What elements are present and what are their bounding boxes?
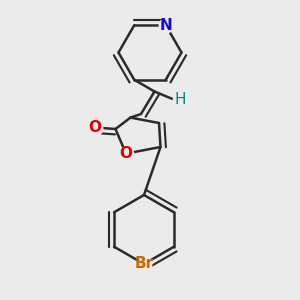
Text: H: H: [174, 92, 186, 107]
Text: O: O: [119, 146, 133, 161]
Text: O: O: [88, 120, 101, 135]
Text: Br: Br: [134, 256, 154, 272]
Text: N: N: [159, 18, 172, 33]
